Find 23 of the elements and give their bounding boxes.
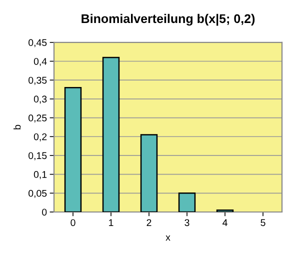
x-tick-label: 4 xyxy=(222,219,228,226)
y-tick-label: 0,25 xyxy=(28,114,47,123)
y-tick-label: 0,1 xyxy=(34,171,47,180)
y-tick-label: 0,05 xyxy=(28,190,47,198)
x-tick-label: 2 xyxy=(146,219,152,226)
y-tick-label: 0,45 xyxy=(28,39,47,48)
y-tick-label: 0,3 xyxy=(34,96,47,104)
x-tick-label: 5 xyxy=(260,219,266,226)
x-tick-label: 0 xyxy=(70,219,76,226)
bar xyxy=(64,87,82,212)
y-tick-label: 0,35 xyxy=(28,76,47,85)
bar xyxy=(140,134,158,212)
y-tick-label: 0,2 xyxy=(34,133,47,142)
y-tick-label: 0,15 xyxy=(28,152,47,160)
bar xyxy=(178,192,196,212)
x-axis-title: x xyxy=(166,235,170,241)
chart-title: Binomialverteilung b(x|5; 0,2) xyxy=(82,14,255,26)
bar xyxy=(102,56,120,212)
y-axis-title: b xyxy=(14,124,21,130)
x-tick-label: 3 xyxy=(184,219,190,226)
x-tick-label: 1 xyxy=(109,219,114,226)
y-tick-label: 0 xyxy=(42,208,47,216)
y-tick-label: 0,4 xyxy=(34,58,47,66)
